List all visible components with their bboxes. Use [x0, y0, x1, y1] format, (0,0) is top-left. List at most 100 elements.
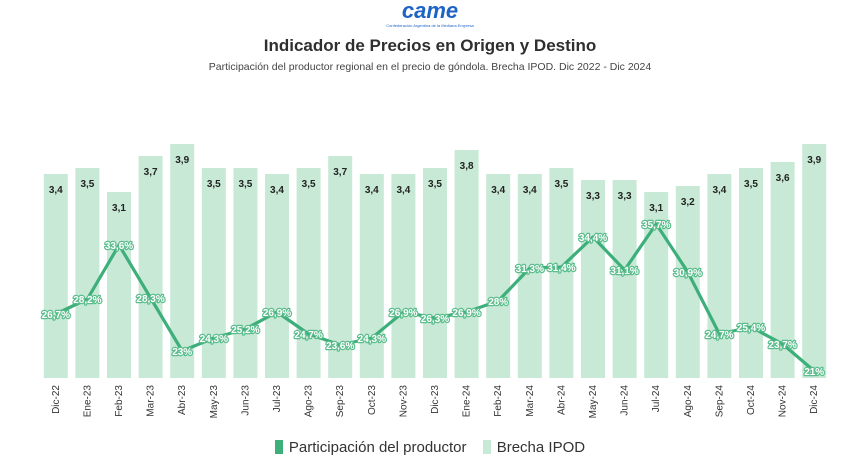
x-tick-Jul-24: Jul-24: [651, 385, 662, 413]
x-tick-May-23: May-23: [209, 385, 220, 419]
bar-Nov-23: [391, 174, 416, 378]
point-label-May-23: 24,3%: [200, 334, 228, 345]
x-tick-Oct-24: Oct-24: [746, 385, 757, 415]
point-label-Nov-23: 26,9%: [389, 308, 417, 319]
x-tick-Nov-24: Nov-24: [778, 385, 789, 418]
chart-plot: 3,4 3,5 3,1 3,7 3,9 3,5 3,5 3,4 3,5 3,7 3,4 3,4 3,5 3…: [40, 144, 827, 419]
legend-item-line[interactable]: Participación del productor: [274, 438, 467, 456]
bar-label-May-23: 3,5: [207, 179, 221, 190]
point-label-Jul-23: 26,9%: [263, 308, 291, 319]
bar-Jun-23: [233, 168, 258, 378]
x-tick-Ago-23: Ago-23: [304, 385, 315, 418]
bar-Dic-23: [423, 168, 447, 378]
point-label-Feb-23: 33,6%: [105, 241, 133, 252]
legend-label-line: Participación del productor: [288, 438, 467, 456]
bar-label-Dic-24: 3,9: [807, 155, 821, 166]
point-label-Sep-24: 24,7%: [705, 330, 733, 341]
bar-label-Feb-23: 3,1: [112, 203, 126, 214]
x-tick-Feb-24: Feb-24: [493, 385, 504, 417]
x-ticks-layer: Dic-22 Ene-23 Feb-23 Mar-23 Abr-23 May-23 Jun-…: [51, 385, 820, 419]
chart-subtitle: Participación del productor regional en …: [208, 61, 652, 73]
point-label-Oct-24: 25,4%: [737, 323, 765, 334]
bar-label-Sep-24: 3,4: [712, 185, 726, 196]
point-label-Nov-24: 23,7%: [768, 340, 796, 351]
bar-label-Nov-23: 3,4: [396, 185, 410, 196]
point-label-Jul-24: 35,7%: [642, 220, 670, 231]
legend-swatch-bar: [482, 439, 491, 454]
came-logo: came Confederación Argentina de la Media…: [386, 0, 474, 28]
bar-Ago-24: [675, 186, 700, 378]
point-label-Dic-24: 21%: [804, 367, 824, 378]
bar-Ene-24: [454, 150, 479, 378]
bar-label-Jul-24: 3,1: [649, 203, 663, 214]
x-tick-Sep-23: Sep-23: [335, 385, 346, 418]
point-label-Oct-23: 24,3%: [358, 334, 386, 345]
bar-label-Oct-24: 3,5: [744, 179, 758, 190]
bar-Mar-23: [138, 156, 163, 378]
bar-label-Mar-24: 3,4: [523, 185, 537, 196]
x-tick-Mar-24: Mar-24: [525, 385, 536, 417]
x-tick-Jun-23: Jun-23: [240, 385, 251, 416]
bar-label-Jun-23: 3,5: [238, 179, 252, 190]
point-label-Abr-24: 31,4%: [547, 263, 575, 274]
bar-Feb-24: [486, 174, 511, 378]
point-label-Ago-24: 30,9%: [674, 268, 702, 279]
bar-label-Mar-23: 3,7: [144, 167, 158, 178]
legend-item-bar[interactable]: Brecha IPOD: [482, 438, 586, 456]
x-tick-Ene-24: Ene-24: [462, 385, 473, 418]
x-tick-Nov-23: Nov-23: [398, 385, 409, 418]
point-label-Dic-23: 26,3%: [421, 314, 449, 325]
point-label-Jun-23: 25,2%: [231, 325, 259, 336]
x-tick-Sep-24: Sep-24: [714, 385, 725, 418]
point-label-May-24: 34,4%: [579, 233, 607, 244]
bar-label-Ago-23: 3,5: [302, 179, 316, 190]
bar-label-Dic-23: 3,5: [428, 179, 442, 190]
bar-Ene-23: [75, 168, 100, 378]
bar-Ago-23: [296, 168, 321, 378]
point-label-Mar-23: 28,3%: [136, 294, 164, 305]
bar-Jul-23: [265, 174, 289, 378]
bar-Oct-24: [739, 168, 763, 378]
bar-Feb-23: [107, 192, 131, 378]
bar-label-Jun-24: 3,3: [618, 191, 632, 202]
x-tick-Oct-23: Oct-23: [367, 385, 378, 415]
x-tick-Jul-23: Jul-23: [272, 385, 283, 413]
bar-Abr-23: [170, 144, 195, 378]
bar-label-Sep-23: 3,7: [333, 167, 347, 178]
bar-label-Abr-23: 3,9: [175, 155, 189, 166]
bar-Abr-24: [549, 168, 574, 378]
legend-label-bar: Brecha IPOD: [496, 438, 586, 456]
bar-label-Nov-24: 3,6: [776, 173, 790, 184]
logo-tagline: Confederación Argentina de la Mediana Em…: [386, 23, 474, 28]
x-tick-Jun-24: Jun-24: [620, 385, 631, 416]
bar-label-Dic-22: 3,4: [49, 185, 63, 196]
line-layer: [55, 222, 816, 373]
bar-Sep-24: [707, 174, 732, 378]
bar-label-Abr-24: 3,5: [554, 179, 568, 190]
bar-label-Jul-23: 3,4: [270, 185, 284, 196]
point-label-Dic-22: 26,7%: [42, 310, 70, 321]
points-layer: 26,7%28,2%33,6%28,3%23%24,3%25,2%26,9%24…: [40, 219, 825, 379]
point-label-Abr-23: 23%: [172, 347, 192, 358]
bar-Dic-22: [43, 174, 68, 378]
bar-May-24: [581, 180, 605, 378]
point-label-Sep-23: 23,6%: [326, 341, 354, 352]
point-label-Ene-23: 28,2%: [73, 295, 101, 306]
point-label-Ago-23: 24,7%: [294, 330, 322, 341]
x-tick-Abr-24: Abr-24: [556, 385, 567, 415]
bar-label-Feb-24: 3,4: [491, 185, 505, 196]
bar-label-Oct-23: 3,4: [365, 185, 379, 196]
x-tick-Ene-23: Ene-23: [82, 385, 93, 418]
x-tick-Ago-24: Ago-24: [683, 385, 694, 418]
bar-label-Ago-24: 3,2: [681, 197, 695, 208]
chart-title: Indicador de Precios en Origen y Destino: [263, 36, 597, 55]
legend-swatch-line: [274, 439, 283, 454]
bar-Dic-24: [802, 144, 827, 378]
x-tick-Dic-22: Dic-22: [51, 385, 62, 414]
x-tick-Abr-23: Abr-23: [177, 385, 188, 415]
bar-label-May-24: 3,3: [586, 191, 600, 202]
bars-layer: [43, 144, 827, 378]
bar-label-Ene-24: 3,8: [460, 161, 474, 172]
bar-labels-layer: 3,4 3,5 3,1 3,7 3,9 3,5 3,5 3,4 3,5 3,7 3,4 3,4 3,5 3…: [49, 155, 822, 214]
bar-Oct-23: [359, 174, 384, 378]
